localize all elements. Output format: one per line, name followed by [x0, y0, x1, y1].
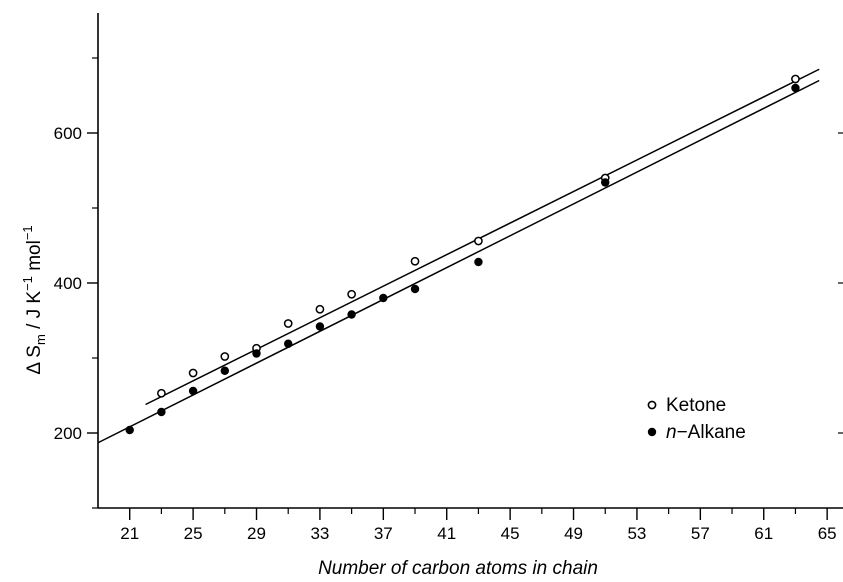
x-tick-label: 61: [754, 524, 773, 543]
alkane-point: [125, 425, 134, 435]
alkane-point: [188, 386, 198, 396]
alkane-point: [410, 284, 420, 294]
legend-label-alkane-rest: −Alkane: [677, 422, 746, 443]
ketone-point: [410, 256, 420, 266]
ketone-point: [315, 304, 325, 314]
x-tick-label: 49: [564, 524, 583, 543]
x-tick-label: 37: [374, 524, 393, 543]
x-tick-label: 25: [184, 524, 203, 543]
x-tick-label: 21: [120, 524, 139, 543]
x-tick-label: 53: [627, 524, 646, 543]
ketone-point: [283, 319, 293, 328]
y-tick-label: 600: [54, 124, 82, 143]
alkane-point: [474, 257, 483, 267]
ketone-point: [791, 74, 800, 84]
alkane-point: [379, 293, 388, 303]
x-axis-ticks: 21 25 29 33 37 41 45 49 53 57 61 65: [120, 508, 837, 543]
ketone-point: [347, 289, 356, 299]
fit-lines: [97, 68, 820, 444]
y-axis-title-mol: mol: [24, 240, 45, 276]
x-tick-label: 41: [437, 524, 456, 543]
alkane-point: [315, 322, 325, 331]
alkane-point: [284, 339, 293, 348]
y-axis-title-unit: / J K: [24, 291, 45, 335]
ketone-fit-line: [145, 68, 820, 406]
ketone-point: [474, 236, 483, 246]
y-tick-label: 200: [54, 424, 82, 443]
y-axis-title-sub: m: [33, 334, 48, 345]
x-tick-label: 57: [691, 524, 710, 543]
x-tick-label: 65: [818, 524, 837, 543]
x-axis-title: Number of carbon atoms in chain: [318, 558, 598, 579]
x-tick-label: 29: [247, 524, 266, 543]
y-axis-ticks: 200 400 600: [54, 57, 843, 509]
alkane-point: [220, 366, 230, 375]
data-points: [125, 74, 800, 435]
alkane-point: [347, 310, 356, 319]
ketone-point: [157, 388, 166, 398]
legend-label-alkane-italic: n: [666, 422, 677, 443]
y-axis-title-exp2: −1: [20, 225, 35, 240]
alkane-point: [791, 83, 800, 93]
alkane-point: [157, 407, 166, 417]
legend-label-ketone: Ketone: [666, 395, 726, 416]
plot-frame: [97, 13, 843, 509]
legend-label-alkane: n−Alkane: [666, 422, 746, 443]
legend-marker-alkane: [647, 427, 657, 437]
x-tick-label: 45: [501, 524, 520, 543]
alkane-point: [601, 178, 610, 187]
ketone-point: [188, 368, 198, 378]
ketone-point: [220, 352, 230, 361]
y-axis-title-exp1: −1: [20, 276, 35, 291]
alkane-fit-line: [97, 79, 820, 444]
y-axis-title: Δ Sm / J K−1 mol−1: [20, 225, 48, 374]
y-tick-label: 400: [54, 274, 82, 293]
x-tick-label: 33: [310, 524, 329, 543]
legend: Ketone n−Alkane: [647, 395, 746, 443]
alkane-point: [252, 349, 261, 358]
y-axis-title-base: Δ S: [24, 345, 45, 375]
legend-marker-ketone: [647, 400, 657, 410]
